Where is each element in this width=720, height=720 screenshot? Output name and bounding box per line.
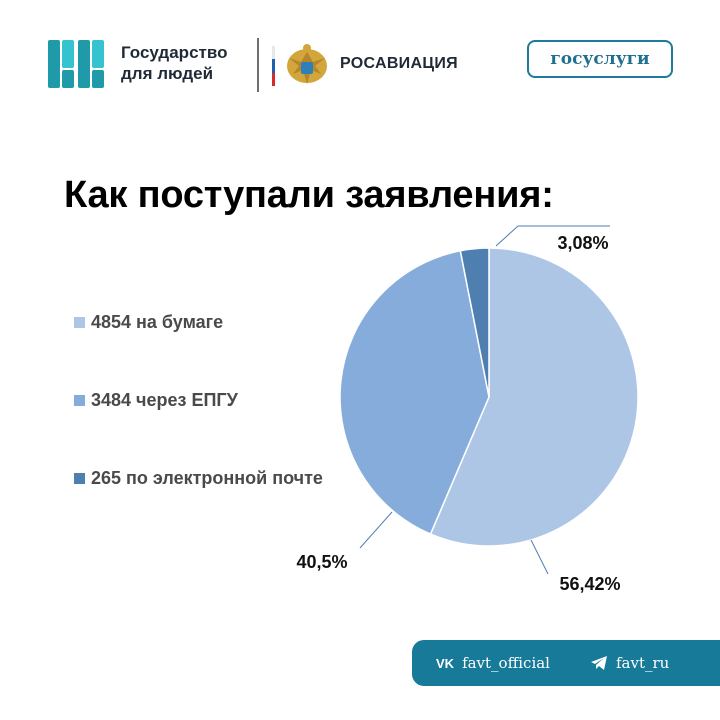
brand-line-1: Государство xyxy=(121,43,228,62)
agency-name: РОСАВИАЦИЯ xyxy=(340,55,458,72)
pie-slice-paper xyxy=(429,247,639,547)
gosuslugi-button[interactable]: госуслуги xyxy=(527,40,673,78)
page-title: Как поступали заявления: xyxy=(64,174,554,216)
data-label-paper: 56,42% xyxy=(559,574,620,594)
legend-item-paper: 4854 на бумаге xyxy=(74,310,324,336)
brand-name: Государство для людей xyxy=(121,42,227,84)
pie-slice-epgu xyxy=(339,249,490,536)
legend-swatch-epgu xyxy=(74,395,85,406)
header: Государство для людей РОСАВИАЦИЯ госуслу… xyxy=(0,0,720,120)
data-label-epgu: 40,5% xyxy=(296,552,347,572)
legend-label-epgu: 3484 через ЕПГУ xyxy=(91,390,238,410)
vk-label: favt_official xyxy=(462,654,550,672)
telegram-icon xyxy=(591,656,607,670)
legend-item-epgu: 3484 через ЕПГУ xyxy=(74,388,324,414)
legend-item-email: 265 по электронной почте xyxy=(74,466,324,492)
vk-icon: VK xyxy=(436,655,455,671)
flag-stripe xyxy=(272,46,275,86)
leader-line-epgu xyxy=(359,511,393,549)
legend-label-paper: 4854 на бумаге xyxy=(91,312,224,332)
gosudarstvo-logo-icon xyxy=(48,40,104,88)
pie-slice-email xyxy=(459,247,490,398)
telegram-link[interactable]: favt_ru xyxy=(590,640,669,686)
leader-line-paper xyxy=(530,539,549,575)
footer-social-bar: VK favt_official favt_ru xyxy=(412,640,720,686)
vk-link[interactable]: VK favt_official xyxy=(436,640,550,686)
leader-line-email xyxy=(495,225,610,247)
legend-swatch-paper xyxy=(74,317,85,328)
telegram-label: favt_ru xyxy=(616,654,670,672)
legend-swatch-email xyxy=(74,473,85,484)
header-divider xyxy=(257,38,259,92)
eagle-emblem-icon xyxy=(287,44,327,84)
data-label-email: 3,08% xyxy=(557,233,608,253)
brand-line-2: для людей xyxy=(121,64,214,83)
legend-label-email: 265 по электронной почте xyxy=(91,468,323,488)
